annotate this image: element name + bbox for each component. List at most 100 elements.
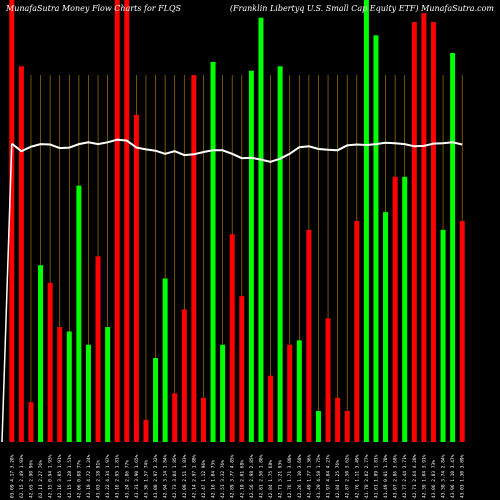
chart-title-left: MunafaSutra Money Flow Charts for FLQS [5,4,182,13]
bar-1 [9,0,15,442]
x-tick-label: 43.00 2.97 3.32% [153,454,159,498]
bar-18 [172,393,178,442]
bar-32 [306,229,312,442]
bar-4 [38,265,44,442]
x-tick-label: 03.09 4.17 3.28% [9,454,15,498]
bar-40 [383,212,389,442]
x-tick-label: 43.22 4.34 1.97% [105,454,111,498]
x-tick-label: 42.71 3.21 93% [278,460,284,498]
bar-38 [363,0,369,442]
bar-16 [153,358,159,442]
x-tick-label: 43.31 3.90 1.65% [134,454,140,498]
bar-11 [105,327,111,442]
bar-3 [28,402,34,442]
bar-36 [344,411,350,442]
x-tick-label: 43.03 1.30 3.89% [460,454,466,498]
x-tick-label: 42.47 1.12 96% [201,460,207,498]
bar-25 [239,296,245,442]
bar-27 [258,17,264,443]
bar-24 [229,234,235,442]
bar-42 [402,176,408,443]
bar-19 [181,309,187,442]
x-tick-label: 43.16 2.95 1.81% [115,454,121,498]
x-tick-label: 42.26 1.10 3.68% [297,454,303,498]
x-tick-label: 42.76 1.11 3.49% [354,454,360,498]
bar-10 [95,256,101,442]
x-tick-label: 43.96 1.10 3.47% [450,454,456,498]
x-tick-label: 42.15 1.28 1.51% [67,454,73,498]
x-tick-label: 41.78 2.82 2.77% [364,454,370,498]
bar-20 [191,75,197,442]
x-tick-label: 43.06 2.83 73% [431,460,437,498]
bar-2 [18,66,24,443]
bar-43 [411,22,417,442]
x-tick-label: 42.16 1.04 73% [211,460,217,498]
bar-35 [335,397,341,442]
bar-6 [57,327,63,442]
x-tick-label: 42.94 3.14 1.84% [163,454,169,498]
bar-7 [66,331,72,442]
x-tick-label: 42.65 2.90 96% [28,460,34,498]
x-tick-label: 43.24 2.86 77% [124,460,130,498]
x-tick-label: 42.77 2.44 3.71% [402,454,408,498]
x-tick-label: 43.07 2.86 3.68% [393,454,399,498]
x-tick-labels: 03.09 4.17 3.28% 62.15 2.49 1.93% 42.65 2.… [9,454,465,498]
x-tick-label: 42.89 3.77 4.85% [230,454,236,498]
x-tick-label: 43.36 1.57 74% [143,460,149,498]
bar-31 [296,340,302,442]
chart-title-right: (Franklin Libertyq U.S. Small Cap Equity… [230,4,495,13]
x-tick-label: 42.87 2.50 3.62% [345,454,351,498]
bar-22 [210,61,216,442]
bar-46 [440,229,446,442]
x-tick-label: 43.19 4.72 1.24% [86,454,92,498]
bar-14 [133,114,139,443]
x-tick-label: 42.56 2.98 2.85% [249,454,255,498]
x-tick-label: 42.39 1.04 3.91% [421,454,427,498]
bar-48 [459,221,465,442]
money-flow-line-start [1,143,13,443]
x-tick-label: 43.38 3.74 2.84% [441,454,447,498]
x-tick-label: 42.16 3.85 1.91% [57,454,63,498]
bar-45 [430,22,436,442]
bar-12 [114,0,120,442]
x-tick-label: 42.51 3.32 76% [220,460,226,498]
bar-23 [220,344,226,442]
x-tick-label: 41.29 4.58 1.75% [316,454,322,498]
x-tick-label: 42.84 1.75 68% [268,460,274,498]
x-tick-label: 62.15 2.49 1.93% [19,454,25,498]
bar-37 [354,221,360,442]
line-layer [1,138,463,443]
x-tick-label: 42.10 2.01 68% [239,460,245,498]
bar-15 [143,419,149,442]
bar-30 [287,344,293,442]
x-tick-label: 41.97 4.84 4.27% [326,454,332,498]
bar-41 [392,176,398,443]
x-tick-label: 42.71 2.64 4.28% [412,454,418,498]
x-tick-label: 62.11 2.27 76% [38,460,44,498]
x-tick-label: 42.81 2.50 1.88% [258,454,264,498]
money-flow-line [11,138,463,163]
x-tick-label: 42.09 2.51 1.83% [182,454,188,498]
bar-21 [200,397,206,442]
x-tick-label: 41.61 1.89 1.81% [373,454,379,498]
bar-5 [47,282,53,442]
x-tick-label: 42.06 0.08 77% [76,460,82,498]
bar-26 [248,70,254,442]
x-tick-label: 41.49 0.01 1.70% [383,454,389,498]
bar-44 [421,13,427,442]
x-tick-label: 42.15 0.94 1.93% [48,454,54,498]
x-tick-label: 43.03 2.18 91% [96,460,102,498]
bar-28 [268,375,274,442]
bar-29 [277,66,283,443]
x-tick-label: 42.76 1.71 3.08% [287,454,293,498]
bar-39 [373,35,379,443]
bar-34 [325,318,331,442]
bar-8 [76,185,82,442]
x-tick-label: 42.84 1.25 76% [335,460,341,498]
x-tick-label: 42.14 2.97 1.88% [191,454,197,498]
bar-17 [162,278,168,442]
bar-13 [124,0,130,442]
x-tick-label: 42.49 1.77 1.36% [306,454,312,498]
x-tick-label: 42.73 3.04 1.85% [172,454,178,498]
